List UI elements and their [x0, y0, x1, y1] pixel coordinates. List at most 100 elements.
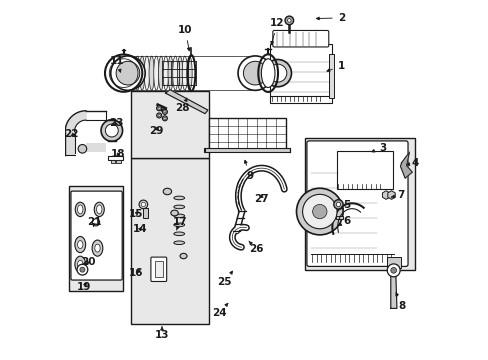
Ellipse shape	[139, 56, 144, 90]
Bar	[143, 208, 147, 218]
Ellipse shape	[168, 56, 173, 90]
Ellipse shape	[75, 202, 85, 217]
Ellipse shape	[78, 240, 83, 248]
Ellipse shape	[96, 205, 102, 214]
Circle shape	[158, 114, 160, 117]
Ellipse shape	[144, 56, 149, 90]
Ellipse shape	[78, 260, 83, 268]
Text: 1: 1	[326, 61, 344, 72]
Circle shape	[333, 200, 343, 209]
Ellipse shape	[130, 56, 135, 90]
Circle shape	[163, 111, 165, 113]
Polygon shape	[400, 152, 411, 178]
Circle shape	[162, 109, 167, 114]
Text: 15: 15	[128, 209, 143, 219]
Bar	[208, 118, 285, 149]
Ellipse shape	[158, 56, 163, 90]
Text: 2: 2	[316, 13, 344, 23]
Circle shape	[302, 194, 336, 229]
Ellipse shape	[95, 244, 100, 252]
Bar	[65, 132, 74, 155]
Bar	[328, 54, 333, 98]
Bar	[131, 91, 208, 158]
Bar	[204, 148, 290, 152]
Circle shape	[243, 61, 266, 85]
Circle shape	[390, 267, 396, 273]
FancyBboxPatch shape	[272, 31, 328, 47]
Bar	[336, 151, 392, 189]
Text: 7: 7	[390, 190, 404, 200]
Text: 20: 20	[81, 257, 96, 267]
Text: 12: 12	[270, 18, 284, 44]
Bar	[304, 138, 414, 270]
Text: 9: 9	[244, 160, 253, 181]
Polygon shape	[165, 90, 207, 114]
Text: 11: 11	[110, 56, 124, 72]
Ellipse shape	[180, 253, 186, 259]
Ellipse shape	[174, 214, 184, 218]
Circle shape	[285, 16, 293, 25]
Text: 21: 21	[87, 217, 102, 227]
Text: 27: 27	[254, 194, 268, 204]
Circle shape	[92, 219, 100, 226]
Text: 3: 3	[371, 143, 386, 153]
Circle shape	[110, 56, 145, 90]
Circle shape	[139, 200, 147, 209]
Text: 17: 17	[172, 217, 187, 230]
Text: 26: 26	[248, 241, 263, 254]
Circle shape	[158, 107, 160, 109]
Text: 28: 28	[175, 98, 190, 113]
Ellipse shape	[174, 241, 184, 244]
Circle shape	[80, 267, 85, 272]
Text: 4: 4	[406, 158, 418, 168]
Text: 13: 13	[155, 327, 169, 340]
Circle shape	[296, 188, 343, 235]
Text: 16: 16	[128, 267, 143, 278]
Circle shape	[238, 56, 272, 90]
Text: 24: 24	[212, 303, 227, 318]
Circle shape	[105, 124, 118, 137]
Circle shape	[287, 19, 290, 22]
Ellipse shape	[163, 56, 168, 90]
FancyBboxPatch shape	[269, 44, 332, 103]
Ellipse shape	[172, 56, 178, 90]
Ellipse shape	[261, 59, 274, 87]
Ellipse shape	[135, 56, 140, 90]
Ellipse shape	[186, 56, 192, 90]
Ellipse shape	[94, 202, 104, 217]
Text: 19: 19	[77, 282, 91, 292]
Ellipse shape	[174, 196, 184, 200]
Bar	[335, 216, 343, 220]
Circle shape	[156, 106, 162, 111]
FancyBboxPatch shape	[151, 257, 166, 282]
Bar	[386, 257, 400, 268]
Text: 18: 18	[111, 149, 125, 159]
Bar	[86, 143, 105, 152]
Circle shape	[386, 264, 399, 277]
Ellipse shape	[153, 56, 159, 90]
Circle shape	[116, 61, 140, 85]
Text: 25: 25	[217, 271, 232, 287]
Bar	[108, 156, 122, 160]
Circle shape	[264, 59, 291, 87]
FancyBboxPatch shape	[155, 261, 163, 277]
Text: 29: 29	[149, 126, 163, 135]
Ellipse shape	[75, 256, 85, 273]
Circle shape	[77, 264, 88, 275]
Ellipse shape	[78, 205, 83, 214]
Ellipse shape	[174, 223, 184, 226]
Ellipse shape	[125, 56, 130, 90]
Ellipse shape	[149, 56, 154, 90]
Text: 8: 8	[395, 293, 405, 311]
Circle shape	[336, 202, 340, 207]
Polygon shape	[390, 275, 396, 309]
Circle shape	[312, 204, 326, 219]
Text: 23: 23	[109, 118, 123, 128]
Bar	[111, 160, 115, 163]
Circle shape	[141, 202, 145, 207]
Ellipse shape	[163, 188, 171, 195]
Text: 22: 22	[64, 129, 79, 139]
FancyBboxPatch shape	[71, 191, 122, 280]
Text: 14: 14	[132, 225, 147, 234]
Polygon shape	[65, 111, 86, 132]
